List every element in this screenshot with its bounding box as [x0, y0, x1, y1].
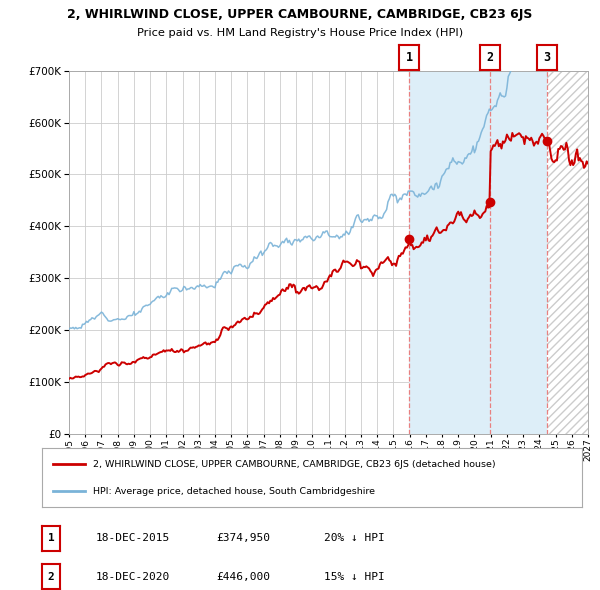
Text: 1: 1 — [406, 51, 413, 64]
Text: 2, WHIRLWIND CLOSE, UPPER CAMBOURNE, CAMBRIDGE, CB23 6JS (detached house): 2, WHIRLWIND CLOSE, UPPER CAMBOURNE, CAM… — [94, 460, 496, 469]
Text: 2: 2 — [47, 572, 55, 582]
Text: 18-DEC-2015: 18-DEC-2015 — [96, 533, 170, 543]
Text: 15% ↓ HPI: 15% ↓ HPI — [324, 572, 385, 582]
Text: £374,950: £374,950 — [216, 533, 270, 543]
Text: Price paid vs. HM Land Registry's House Price Index (HPI): Price paid vs. HM Land Registry's House … — [137, 28, 463, 38]
Text: HPI: Average price, detached house, South Cambridgeshire: HPI: Average price, detached house, Sout… — [94, 487, 376, 496]
Bar — [409, 71, 547, 434]
Text: 20% ↓ HPI: 20% ↓ HPI — [324, 533, 385, 543]
Text: 2: 2 — [487, 51, 494, 64]
Text: 3: 3 — [544, 51, 551, 64]
Text: 1: 1 — [47, 533, 55, 543]
Text: 2, WHIRLWIND CLOSE, UPPER CAMBOURNE, CAMBRIDGE, CB23 6JS: 2, WHIRLWIND CLOSE, UPPER CAMBOURNE, CAM… — [67, 8, 533, 21]
Bar — [547, 71, 588, 434]
Text: 18-DEC-2020: 18-DEC-2020 — [96, 572, 170, 582]
Text: £446,000: £446,000 — [216, 572, 270, 582]
Bar — [547, 71, 588, 434]
